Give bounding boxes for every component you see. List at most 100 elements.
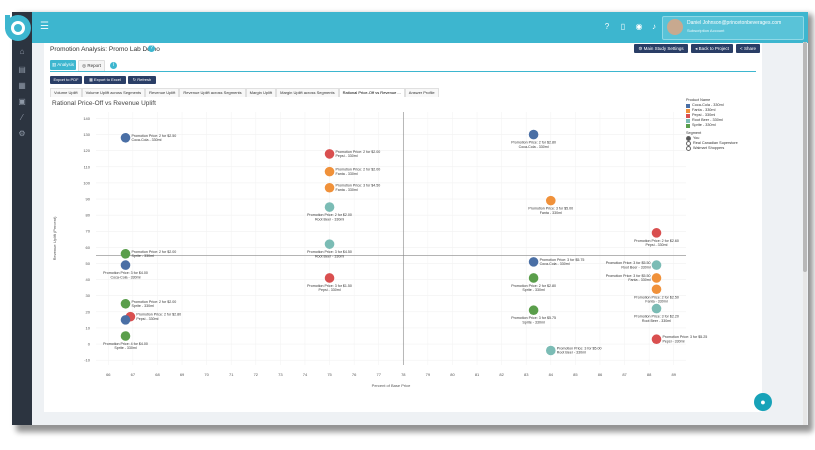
data-point[interactable] — [528, 273, 539, 283]
home-icon[interactable]: ⌂ — [19, 47, 25, 56]
subtab-answer-profile[interactable]: Answer Profile — [404, 88, 439, 97]
chat-button[interactable]: ● — [754, 393, 772, 411]
subtab-volume-uplift[interactable]: Volume Uplift — [50, 88, 82, 97]
point-product-label: Root Beer - 330ml — [621, 265, 650, 269]
point-label: Promotion Price: 2 for $2.60 — [634, 239, 679, 243]
scroll-thumb[interactable] — [803, 42, 807, 272]
menu-icon[interactable]: ☰ — [40, 21, 49, 32]
data-point[interactable] — [324, 166, 335, 177]
bell-icon[interactable]: ♪ — [652, 22, 656, 31]
help-icon[interactable]: ? — [604, 22, 610, 31]
point-label: Promotion Price: 3 for $5.00 — [557, 346, 602, 350]
segment-radio-walmart[interactable]: Walmart Shoppers — [686, 146, 760, 151]
tab-analysis[interactable]: ▥ Analysis — [50, 60, 76, 70]
data-point[interactable] — [651, 284, 662, 295]
avatar — [667, 19, 683, 35]
data-point[interactable] — [545, 195, 556, 206]
point-product-label: Pepsi - 330ml — [646, 243, 668, 247]
legend-item[interactable]: Coca-Cola - 330ml — [686, 103, 760, 108]
x-tick-label: 82 — [499, 372, 504, 377]
x-tick-label: 79 — [426, 372, 431, 377]
chat-icon: ● — [760, 397, 766, 407]
data-point[interactable] — [120, 249, 131, 259]
export-pdf-button[interactable]: Export to PDF — [50, 76, 82, 84]
share-button[interactable]: < Share — [736, 44, 760, 53]
refresh-button[interactable]: ↻ Refresh — [128, 76, 156, 84]
subtab-revenue-uplift[interactable]: Revenue Uplift — [145, 88, 180, 97]
data-point[interactable] — [324, 202, 335, 212]
study-settings-button[interactable]: ⚙ Main Study Settings — [634, 44, 688, 53]
chart-icon[interactable]: ▤ — [18, 65, 26, 74]
point-product-label: Pepsi - 330ml — [319, 288, 341, 292]
data-point[interactable] — [651, 228, 662, 238]
point-label: Promotion Price: 2 for $2.80 — [511, 284, 556, 288]
folder-icon[interactable]: ▣ — [18, 97, 26, 106]
point-label: Promotion Price: 2 for $2.00 — [336, 168, 381, 172]
x-axis-label: Percent of Base Price — [372, 383, 411, 388]
point-label: Promotion Price: 3 for $5.75 — [540, 258, 585, 262]
data-point[interactable] — [324, 182, 335, 193]
data-point[interactable] — [120, 298, 131, 309]
data-point[interactable] — [120, 260, 131, 270]
point-label: Promotion Price: 4 for $4.00 — [103, 342, 148, 346]
x-tick-label: 71 — [229, 372, 234, 377]
user-menu[interactable]: Daniel Johnson@princetonbeverages.com Su… — [662, 16, 804, 40]
data-point[interactable] — [120, 331, 131, 341]
point-product-label: Sprite - 330ml — [114, 346, 137, 350]
data-point[interactable] — [324, 149, 335, 159]
point-label: Promotion Price: 2 for $2.00 — [132, 300, 177, 304]
page-scrollbar[interactable] — [803, 42, 807, 425]
legend-item[interactable]: Pepsi - 330ml — [686, 113, 760, 118]
data-point[interactable] — [528, 129, 539, 140]
x-tick-label: 72 — [254, 372, 259, 377]
legend-item[interactable]: Fanta - 330ml — [686, 108, 760, 113]
legend-item[interactable]: Sprite - 330ml — [686, 123, 760, 128]
legend-item[interactable]: Root Beer - 330ml — [686, 118, 760, 123]
point-product-label: Coca-Cola - 330ml — [132, 138, 162, 142]
data-point[interactable] — [651, 260, 662, 270]
data-point[interactable] — [528, 257, 539, 267]
y-tick-label: 110 — [84, 164, 91, 169]
data-point[interactable] — [545, 345, 556, 356]
point-product-label: Coca-Cola - 330ml — [111, 275, 141, 279]
back-to-project-button[interactable]: ◂ Back to Project — [691, 44, 733, 53]
tab-underline — [50, 71, 756, 72]
data-point[interactable] — [651, 303, 662, 314]
x-tick-label: 78 — [401, 372, 406, 377]
point-label: Promotion Price: 2 for $2.00 — [132, 250, 177, 254]
x-tick-label: 77 — [376, 372, 381, 377]
scatter-chart: -10 0 10 20 30 40 50 60 70 80 90 100 110 120 130 140 66 6… — [52, 112, 707, 388]
y-tick-label: 20 — [86, 309, 91, 314]
data-point[interactable] — [120, 315, 131, 325]
info-icon[interactable]: ? — [148, 45, 155, 52]
subtab-volume-uplift-segments[interactable]: Volume Uplift across Segments — [81, 88, 146, 97]
data-point[interactable] — [651, 273, 662, 283]
point-product-label: Fanta - 330ml — [628, 278, 650, 282]
calendar-icon[interactable]: ▦ — [18, 81, 26, 90]
eye-icon[interactable]: ◉ — [635, 22, 643, 31]
subtab-revenue-uplift-segments[interactable]: Revenue Uplift across Segments — [179, 88, 246, 97]
book-icon[interactable]: ▯ — [620, 22, 626, 31]
export-excel-button[interactable]: ▦ Export to Excel — [84, 76, 126, 84]
data-point[interactable] — [120, 132, 131, 143]
x-tick-label: 75 — [327, 372, 332, 377]
y-tick-label: 140 — [83, 116, 90, 121]
segment-radio-you[interactable]: You — [686, 136, 760, 141]
app-logo — [5, 15, 31, 41]
legend-swatch — [686, 113, 690, 118]
x-tick-label: 67 — [131, 372, 136, 377]
subtab-margin-uplift[interactable]: Margin Uplift — [245, 88, 277, 97]
tab-info-icon[interactable]: i — [110, 62, 117, 69]
data-point[interactable] — [528, 305, 539, 316]
y-tick-label: -10 — [84, 358, 91, 363]
x-tick-label: 88 — [647, 372, 652, 377]
magic-wand-icon[interactable]: ⁄ — [21, 113, 23, 122]
data-point[interactable] — [324, 239, 335, 249]
data-point[interactable] — [324, 273, 335, 283]
subtab-margin-uplift-segments[interactable]: Margin Uplift across Segments — [276, 88, 339, 97]
subtab-price-off-vs-revenue[interactable]: Rational Price-Off vs Revenue ... — [338, 88, 405, 97]
gear-icon[interactable]: ⚙ — [18, 129, 26, 138]
chart-legend: Product Name Coca-Cola - 330ml Fanta - 3… — [686, 98, 760, 151]
data-point[interactable] — [651, 334, 662, 345]
segment-radio-superstore[interactable]: Real Canadian Superstore — [686, 141, 760, 146]
